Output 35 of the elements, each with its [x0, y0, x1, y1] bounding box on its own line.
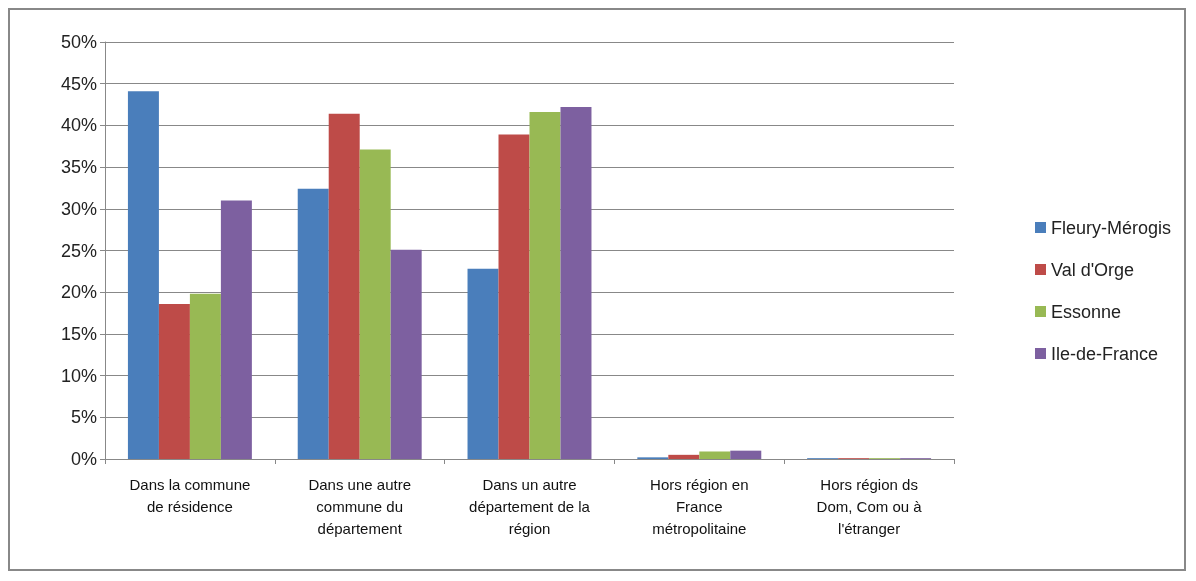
bar: [359, 149, 391, 459]
y-tick-label: 35%: [60, 157, 97, 178]
bar: [467, 268, 499, 459]
bar: [699, 451, 731, 459]
bar: [529, 112, 561, 459]
bar: [127, 91, 159, 459]
bar: [668, 454, 700, 459]
legend-label: Val d'Orge: [1050, 259, 1135, 280]
y-tick-label: 0%: [70, 449, 97, 469]
y-tick-label: 25%: [60, 240, 97, 261]
y-tick-label: 50%: [60, 32, 97, 52]
x-tick-label: Dans la commune de résidence: [129, 475, 251, 515]
bar: [158, 303, 190, 459]
bar: [189, 293, 221, 459]
y-tick-label: 30%: [60, 198, 97, 219]
x-tick-label: Dans un autre département de la région: [469, 475, 591, 537]
bar: [390, 249, 422, 459]
x-tick-label: Hors région ds Dom, Com ou à l'étranger: [816, 475, 923, 537]
x-tick-label: Hors région en France métropolitaine: [650, 475, 749, 537]
y-tick-label: 40%: [60, 115, 97, 136]
bar: [560, 107, 592, 459]
y-tick-label: 5%: [70, 407, 97, 428]
x-tick-label: Dans une autre commune du département: [308, 475, 411, 537]
bar: [328, 113, 360, 459]
y-tick-label: 45%: [60, 73, 97, 94]
bar: [730, 450, 762, 459]
legend-label: Fleury-Mérogis: [1050, 217, 1172, 238]
y-tick-label: 10%: [60, 365, 97, 386]
bar: [297, 188, 329, 459]
y-tick-label: 15%: [60, 323, 97, 344]
bar: [498, 134, 530, 459]
legend-label: Ile-de-France: [1050, 343, 1159, 364]
y-tick-label: 20%: [60, 282, 97, 303]
legend-label: Essonne: [1050, 301, 1122, 322]
bar: [220, 200, 252, 459]
